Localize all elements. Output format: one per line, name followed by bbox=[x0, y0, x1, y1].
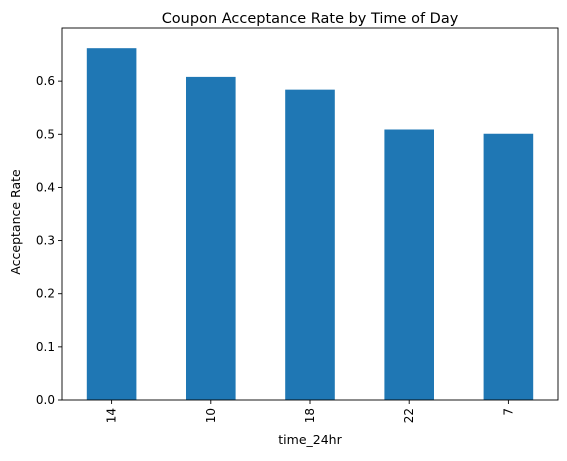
y-tick-label: 0.6 bbox=[36, 74, 55, 88]
chart-title: Coupon Acceptance Rate by Time of Day bbox=[162, 11, 459, 27]
x-axis-label: time_24hr bbox=[278, 432, 342, 447]
x-tick-label: 10 bbox=[204, 408, 218, 423]
y-axis-label: Acceptance Rate bbox=[8, 169, 23, 275]
bar-7 bbox=[483, 133, 534, 400]
bars-layer bbox=[86, 48, 534, 401]
x-tick-label: 22 bbox=[402, 408, 416, 423]
x-ticks: 14 10 18 22 7 bbox=[105, 400, 515, 423]
bar-14 bbox=[86, 48, 137, 400]
plot-frame bbox=[61, 27, 559, 401]
y-ticks: 0.0 0.1 0.2 0.3 0.4 0.5 0.6 bbox=[36, 74, 62, 407]
x-tick-label: 14 bbox=[105, 408, 119, 423]
bar-18 bbox=[285, 89, 335, 401]
y-tick-label: 0.1 bbox=[36, 340, 55, 354]
y-tick-label: 0.5 bbox=[36, 127, 55, 141]
y-tick-label: 0.4 bbox=[36, 180, 55, 194]
bar-22 bbox=[384, 129, 434, 400]
y-tick-label: 0.0 bbox=[36, 393, 55, 407]
y-tick-label: 0.2 bbox=[36, 287, 55, 301]
x-tick-label: 18 bbox=[303, 408, 317, 423]
bar-10 bbox=[186, 76, 236, 400]
y-tick-label: 0.3 bbox=[36, 234, 55, 248]
x-tick-label: 7 bbox=[501, 408, 515, 416]
